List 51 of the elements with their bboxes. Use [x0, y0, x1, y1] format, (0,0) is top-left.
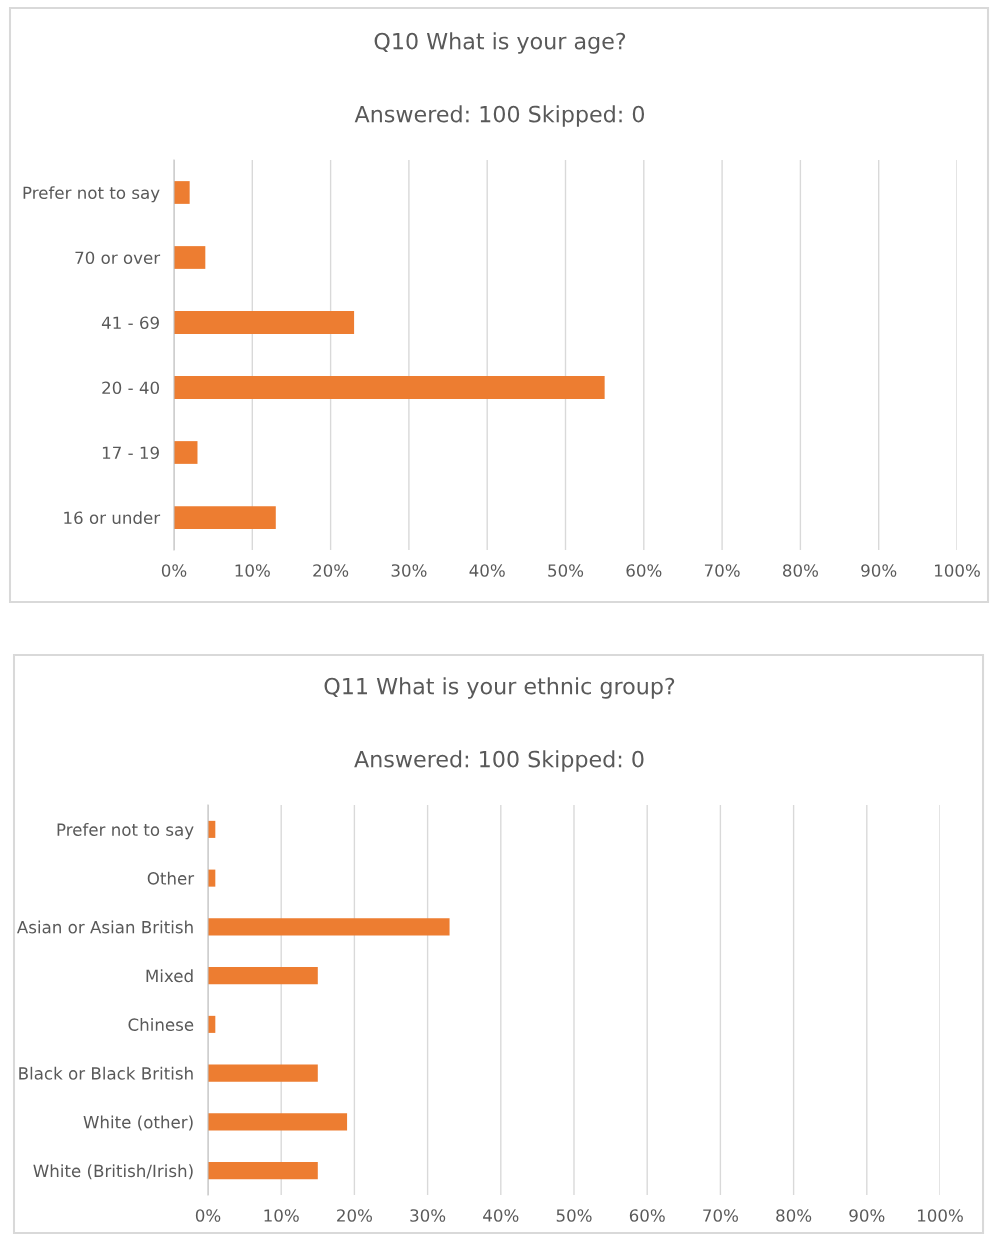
x-tick-label: 40% — [483, 1209, 519, 1222]
x-tick-label: 30% — [391, 564, 427, 577]
y-tick-label: Prefer not to say — [57, 823, 194, 840]
x-tick-label: 50% — [548, 564, 584, 577]
bar — [208, 918, 450, 936]
x-tick-label: 50% — [556, 1209, 592, 1222]
x-tick-label: 90% — [849, 1209, 885, 1222]
x-tick-label: 10% — [264, 1209, 299, 1222]
x-tick-label: 60% — [629, 1209, 665, 1222]
x-tick-label: 10% — [235, 564, 270, 577]
chart-title: Q11 What is your ethnic group? — [324, 677, 675, 699]
y-tick-label: 70 or over — [75, 251, 161, 265]
y-tick-label: Asian or Asian British — [17, 920, 193, 934]
bar — [208, 1064, 318, 1082]
x-tick-label: 80% — [776, 1209, 812, 1222]
y-tick-label: White (other) — [83, 1115, 193, 1131]
y-tick-label: Prefer not to say — [23, 186, 160, 203]
chart-subtitle: Answered: 100 Skipped: 0 — [354, 105, 645, 127]
bar — [174, 506, 276, 529]
y-tick-label: 20 - 40 — [102, 381, 160, 395]
x-tick-label: 100% — [935, 564, 980, 577]
y-tick-label: Chinese — [128, 1018, 194, 1031]
bar — [174, 376, 605, 399]
y-tick-label: White (British/Irish) — [33, 1164, 193, 1180]
x-tick-label: 0% — [161, 564, 187, 577]
y-tick-label: Mixed — [146, 969, 193, 983]
chart-title: Q10 What is your age? — [374, 32, 626, 54]
y-tick-label: 16 or under — [64, 511, 161, 525]
x-tick-label: 70% — [704, 564, 740, 577]
bar — [174, 181, 190, 204]
bar — [174, 246, 206, 269]
x-tick-label: 20% — [313, 564, 349, 577]
chart-subtitle: Answered: 100 Skipped: 0 — [354, 750, 644, 772]
y-tick-label: 17 - 19 — [102, 446, 159, 460]
y-tick-label: Other — [147, 871, 195, 885]
x-tick-label: 60% — [626, 564, 662, 577]
bar — [174, 441, 198, 464]
x-tick-label: 0% — [195, 1209, 221, 1222]
bar — [174, 311, 355, 334]
x-tick-label: 30% — [410, 1209, 446, 1222]
x-tick-label: 90% — [861, 564, 897, 577]
bar — [208, 1162, 318, 1180]
x-tick-label: 80% — [783, 564, 818, 577]
x-tick-label: 20% — [337, 1209, 372, 1222]
x-tick-label: 100% — [918, 1209, 963, 1222]
y-tick-label: 41 - 69 — [101, 316, 159, 330]
bar — [208, 967, 318, 985]
x-tick-label: 70% — [703, 1209, 738, 1222]
y-tick-label: Black or Black British — [19, 1066, 193, 1080]
bar — [208, 1113, 348, 1131]
x-tick-label: 40% — [469, 564, 505, 577]
